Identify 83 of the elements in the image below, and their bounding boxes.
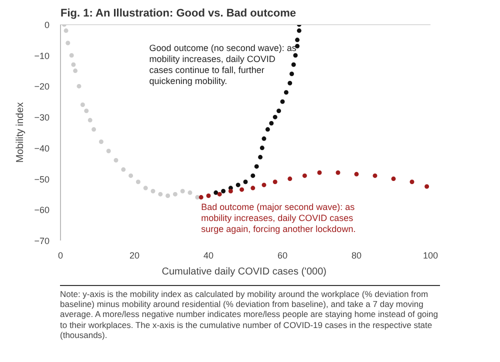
y-tick-label: −70 xyxy=(34,236,50,246)
point xyxy=(372,173,378,178)
point xyxy=(198,195,204,200)
annotation: Good outcome (no second wave): as mobility increases, daily COVID cases continue to fall, further quickening mobility. xyxy=(149,43,297,86)
point xyxy=(64,28,68,33)
y-tick-label: −50 xyxy=(34,174,50,184)
point xyxy=(250,186,256,190)
point xyxy=(262,182,266,188)
point xyxy=(250,173,256,178)
point xyxy=(195,195,200,200)
point xyxy=(206,194,211,198)
point xyxy=(228,188,233,194)
point xyxy=(98,140,104,144)
x-tick-label: 20 xyxy=(129,250,140,260)
point xyxy=(424,184,430,189)
point xyxy=(302,173,307,178)
point xyxy=(143,186,148,190)
point xyxy=(128,173,134,178)
point xyxy=(272,180,278,184)
point xyxy=(114,158,118,163)
point xyxy=(180,188,185,194)
point xyxy=(84,108,89,114)
point xyxy=(280,99,285,104)
x-tick-label: 100 xyxy=(422,250,438,260)
point xyxy=(288,80,292,86)
point xyxy=(71,62,76,67)
point xyxy=(106,148,111,154)
point xyxy=(336,170,340,175)
y-tick-label: −60 xyxy=(34,205,50,216)
y-tick-label: −20 xyxy=(34,82,50,92)
x-tick-label: 80 xyxy=(351,250,362,260)
y-tick-label: 0 xyxy=(44,20,50,30)
point xyxy=(269,120,274,126)
x-tick-label: 0 xyxy=(58,250,64,260)
point xyxy=(80,102,85,107)
point xyxy=(265,127,270,132)
point xyxy=(254,164,259,169)
point xyxy=(172,192,178,196)
point xyxy=(284,90,288,95)
point xyxy=(240,187,244,192)
y-tick-label: −10 xyxy=(34,50,50,61)
point xyxy=(69,53,74,58)
x-tick-label: 40 xyxy=(203,250,214,260)
point xyxy=(73,68,78,74)
point xyxy=(410,180,414,184)
text: Note: y-axis is the mobility index as calculated by mobility around the workplace (% deviation from baseline) minus mobility around residential (% deviation from baseline), and take a 7 day moving average. A more/less negative number indicates more/less people are staying home instead of going to their workplaces. The x-axis is the cumulative number of COVID-19 cases in the respective state (thousands). xyxy=(60,285,440,340)
point xyxy=(88,118,92,122)
point xyxy=(243,180,248,184)
y-axis-title: Mobility index xyxy=(15,102,26,163)
point xyxy=(66,40,70,46)
point xyxy=(291,62,296,67)
annotation: Bad outcome (major second wave): as mobility increases, daily COVID cases surge again, forcing another lockdown. xyxy=(201,202,356,234)
point xyxy=(262,136,266,141)
point xyxy=(221,188,226,194)
point xyxy=(158,192,163,196)
point xyxy=(295,44,300,48)
point xyxy=(121,167,126,172)
y-tick-label: −30 xyxy=(34,112,50,123)
point xyxy=(260,146,264,150)
point xyxy=(92,127,96,132)
chart-title: Fig. 1: An Illustration: Good vs. Bad outcome xyxy=(60,8,296,20)
point xyxy=(293,53,298,58)
point xyxy=(76,84,82,88)
point xyxy=(150,188,156,194)
point xyxy=(188,190,192,195)
point xyxy=(288,176,292,182)
y-tick-label: −40 xyxy=(34,143,50,154)
point xyxy=(236,182,240,188)
x-tick-label: 60 xyxy=(277,250,288,260)
point xyxy=(276,108,282,114)
point xyxy=(166,194,170,198)
point xyxy=(391,176,396,182)
point xyxy=(354,172,359,176)
point xyxy=(295,38,300,42)
point xyxy=(296,28,302,33)
x-axis-title: Cumulative daily COVID cases ('000) xyxy=(162,266,326,278)
point xyxy=(217,192,222,196)
point xyxy=(136,180,140,184)
point xyxy=(258,154,263,160)
point xyxy=(317,170,322,175)
point xyxy=(290,72,294,76)
point xyxy=(214,190,218,195)
point xyxy=(272,114,278,120)
